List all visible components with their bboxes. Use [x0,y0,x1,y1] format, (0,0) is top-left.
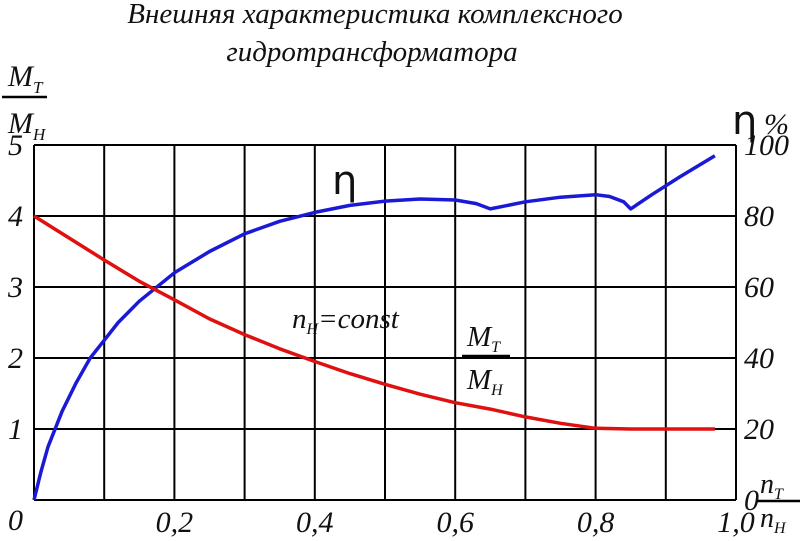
y-right-tick-label: 20 [744,413,774,446]
y-right-tick-label: 60 [744,271,774,304]
x-axis-label: nТ nН [757,469,800,537]
constant-speed-label: nН=const [292,303,400,338]
svg-text:MН: MН [7,107,47,144]
svg-text:nТ: nТ [760,469,784,503]
x-tick-label: 0,8 [577,506,615,539]
y-right-tick-label: 100 [744,129,789,162]
y-left-axis-label: MТ MН [2,60,47,144]
svg-text:η: η [732,98,757,144]
tick-labels: 1 2 3 4 5 0 20 40 60 80 100 0 0,2 0,4 0,6 0,8 1,0 [7,129,789,539]
y-left-tick-label: 1 [8,413,23,446]
chart-title-line2: гидротрансформатора [226,36,517,68]
y-right-tick-label: 0 [744,484,759,517]
svg-text:MН: MН [466,364,504,399]
x-tick-label: 1,0 [717,506,755,539]
chart-title-line1: Внешняя характеристика комплексного [127,0,623,30]
y-right-tick-label: 40 [744,342,774,375]
y-right-axis-label: η % [732,98,789,144]
svg-text:%: % [764,108,789,141]
y-left-tick-label: 2 [8,342,23,375]
x-tick-label: 0,4 [296,506,334,539]
x-tick-label: 0,2 [156,506,194,539]
y-left-tick-label: 3 [7,271,23,304]
y-left-tick-label: 4 [8,200,23,233]
torque-ratio-curve [33,214,715,431]
svg-text:MТ: MТ [466,321,501,356]
efficiency-curve [32,154,716,501]
y-right-tick-label: 80 [744,200,774,233]
y-left-tick-label: 5 [8,129,23,162]
x-tick-label: 0 [8,504,23,537]
eta-curve-label: η [332,158,357,204]
torque-ratio-curve-label: MТ MН [462,321,510,399]
svg-text:MТ: MТ [7,60,44,97]
svg-text:nН: nН [760,503,787,537]
x-tick-label: 0,6 [436,506,474,539]
